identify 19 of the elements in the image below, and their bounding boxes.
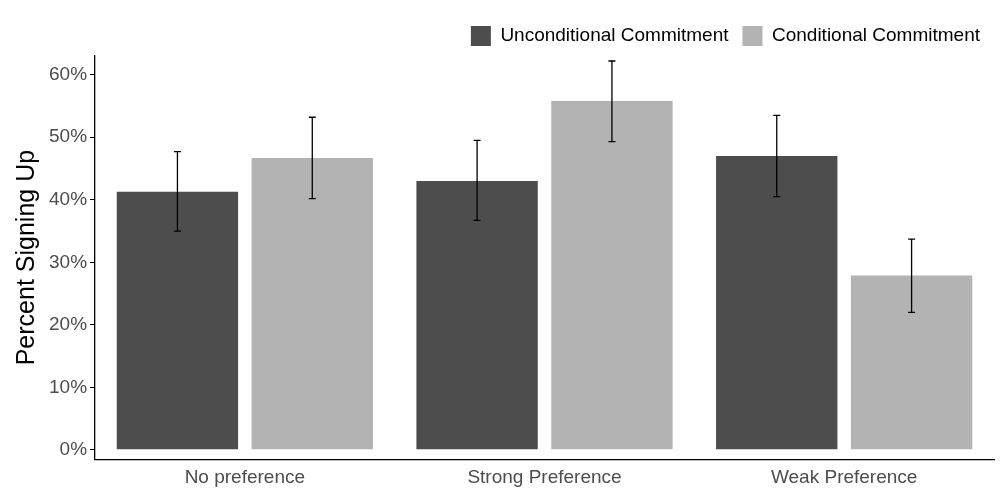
y-tick-label: 0% [59,438,88,460]
y-tick-label: 10% [49,375,88,397]
y-axis-title: Percent Signing Up [10,149,39,366]
bar [716,156,838,450]
x-tick-label: Strong Preference [467,465,622,487]
legend-label: Unconditional Commitment [500,24,730,46]
y-tick-label: 40% [49,188,88,210]
bar [416,181,538,450]
x-tick-label: Weak Preference [770,465,918,487]
x-tick-label: No preference [184,465,306,487]
y-tick-label: 60% [49,62,88,84]
y-tick-label: 20% [49,313,88,335]
y-tick-label: 50% [49,125,88,147]
bar [251,157,373,450]
legend-label: Conditional Commitment [771,24,981,46]
y-tick-label: 30% [49,250,88,272]
bar [551,101,673,450]
bar [116,191,239,450]
bar [850,275,973,450]
